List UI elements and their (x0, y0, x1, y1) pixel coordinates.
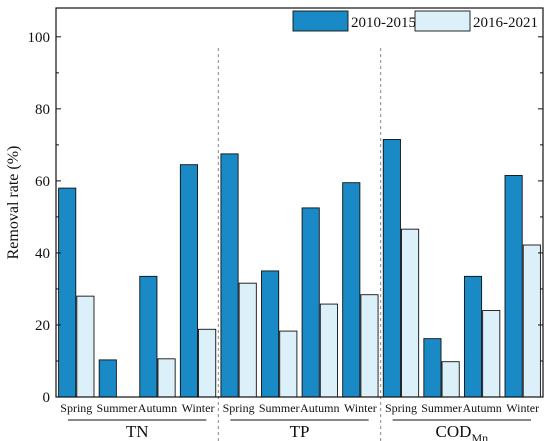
x-tick-label: Spring (60, 401, 92, 415)
group-label-subscript: Mn (471, 431, 488, 441)
bar-tp-winter-series-2 (360, 294, 379, 398)
bar-cod-summer-series-1 (423, 338, 442, 398)
y-tick-label: 80 (35, 102, 50, 118)
legend-label: 2016-2021 (473, 15, 538, 31)
bar-tn-spring-series-1 (58, 187, 77, 398)
bar-cod-autumn-series-2 (482, 310, 501, 398)
bar-tn-spring-series-2 (76, 295, 95, 398)
x-tick-label: Winter (344, 401, 377, 415)
group-label: TP (290, 422, 310, 441)
bar-tp-spring-series-1 (220, 153, 239, 398)
bar-tp-autumn-series-2 (319, 303, 338, 398)
group-label: TN (126, 422, 149, 441)
y-axis: 0 20 40 60 80 100 (28, 30, 543, 406)
x-tick-label: Summer (259, 401, 300, 415)
bar-tn-autumn-series-2 (157, 358, 176, 398)
x-tick-label: Spring (385, 401, 417, 415)
y-tick-label: 40 (35, 246, 50, 262)
plot-area-frame (55, 7, 544, 398)
bar-cod-winter-series-1 (504, 175, 523, 398)
bar-tp-autumn-series-1 (301, 207, 320, 398)
y-tick-label: 100 (28, 30, 51, 46)
y-tick-label: 0 (43, 390, 51, 406)
bar-tp-spring-series-2 (238, 282, 257, 398)
bar-cod-spring-series-2 (401, 228, 420, 398)
bar-tp-summer-series-1 (261, 270, 280, 398)
bar-tp-summer-series-2 (279, 330, 298, 398)
x-tick-label: Autumn (138, 401, 177, 415)
y-axis-label: Removal rate (%) (5, 146, 22, 260)
bar-tn-summer-series-1 (98, 359, 117, 398)
bar-tn-autumn-series-1 (139, 275, 158, 398)
x-tick-label: Autumn (300, 401, 339, 415)
y-tick-label: 60 (35, 174, 50, 190)
legend: 2010-2015 2016-2021 (292, 10, 538, 32)
bars (58, 139, 541, 398)
x-tick-label: Winter (506, 401, 539, 415)
bar-cod-autumn-series-1 (463, 275, 483, 398)
legend-swatch (292, 10, 349, 32)
legend-swatch (414, 10, 471, 32)
x-tick-label: Spring (223, 401, 255, 415)
group-label: CODMn (436, 422, 489, 441)
bar-tp-winter-series-1 (342, 182, 361, 398)
y-tick-label: 20 (35, 318, 50, 334)
x-tick-label: Summer (421, 401, 462, 415)
legend-label: 2010-2015 (351, 15, 416, 31)
x-tick-label: Summer (97, 401, 138, 415)
x-tick-label: Winter (182, 401, 215, 415)
bar-cod-winter-series-2 (522, 244, 541, 398)
bar-tn-winter-series-1 (179, 164, 198, 398)
bar-cod-spring-series-1 (382, 139, 401, 398)
bar-tn-winter-series-2 (198, 328, 217, 398)
bar-cod-summer-series-2 (441, 361, 460, 398)
x-tick-label: Autumn (462, 401, 501, 415)
